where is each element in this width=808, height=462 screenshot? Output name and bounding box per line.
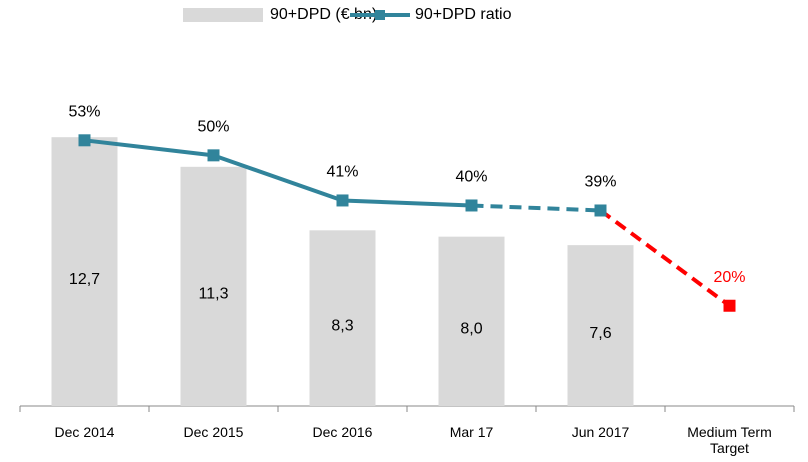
bar — [567, 245, 634, 406]
x-tick-label: Dec 2015 — [183, 424, 244, 440]
bar — [180, 166, 247, 406]
legend-marker — [375, 10, 385, 20]
bar — [51, 137, 118, 406]
line-value-label: 50% — [197, 119, 229, 136]
line-segment — [212, 153, 344, 203]
line-value-label: 41% — [326, 164, 358, 181]
x-tick-label: Jun 2017 — [571, 424, 630, 440]
line-marker — [723, 299, 736, 312]
line-value-label: 53% — [68, 104, 100, 121]
legend-swatch — [183, 8, 263, 22]
line-segment — [471, 203, 601, 213]
x-tick-label: Medium Term Target — [687, 424, 772, 456]
legend-label: 90+DPD ratio — [415, 6, 512, 23]
line-segment — [599, 208, 731, 308]
line-marker — [336, 194, 349, 207]
line-marker — [78, 134, 91, 147]
bar-value-label: 8,3 — [331, 317, 353, 334]
line-marker — [207, 149, 220, 162]
x-tick-label: Dec 2014 — [54, 424, 115, 440]
line-value-label: 20% — [713, 269, 745, 286]
line-marker — [465, 199, 478, 212]
bar — [438, 236, 505, 406]
bar-value-label: 7,6 — [589, 325, 611, 342]
line-value-label: 40% — [455, 169, 487, 186]
line-value-label: 39% — [584, 174, 616, 191]
bar — [309, 230, 376, 406]
line-segment — [84, 138, 214, 158]
bar-value-label: 11,3 — [199, 286, 229, 303]
bar-value-label: 8,0 — [460, 321, 482, 338]
line-marker — [594, 204, 607, 217]
line-segment — [342, 198, 472, 208]
bar-value-label: 12,7 — [69, 271, 100, 288]
x-tick-label: Dec 2016 — [312, 424, 373, 440]
legend-label: 90+DPD (€ bn) — [270, 6, 377, 23]
x-tick-label: Mar 17 — [449, 424, 494, 440]
